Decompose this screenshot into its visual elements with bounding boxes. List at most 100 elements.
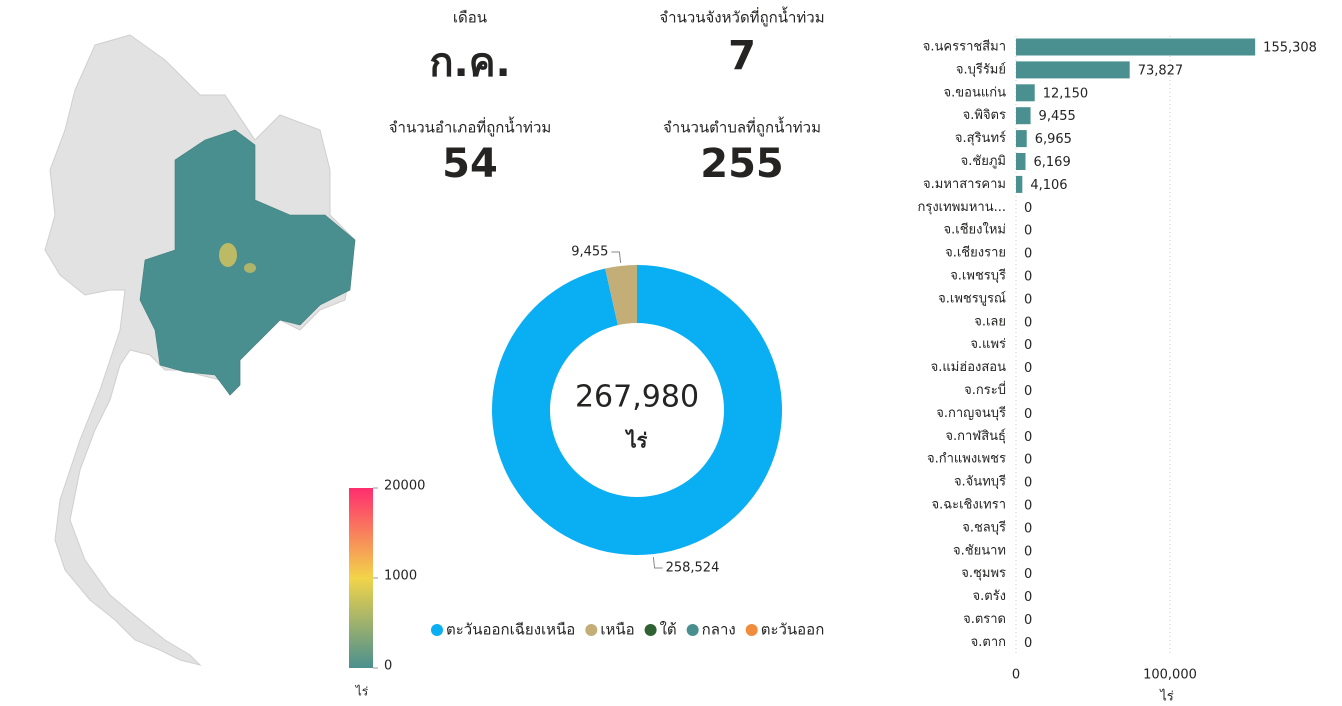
colorbar [349, 488, 373, 668]
y-tick-label: จ.ชุมพร [961, 566, 1006, 581]
data-label: 0 [1024, 361, 1032, 376]
legend-marker [745, 624, 758, 636]
y-tick-label: จ.กาญจนบุรี [936, 405, 1006, 421]
colorbar-tick-label: 1000 [384, 569, 417, 584]
x-tick-label: 100,000 [1143, 668, 1197, 683]
legend-label: กลาง [702, 621, 736, 639]
y-tick-label: จ.ชัยนาท [953, 543, 1006, 558]
bar [1016, 84, 1035, 102]
legend-marker [644, 624, 657, 636]
y-tick-label: จ.กาฬสินธุ์ [945, 428, 1006, 444]
data-label: 0 [1024, 201, 1032, 216]
colorbar-label: ไร่ [355, 685, 369, 699]
card-value: ก.ค. [429, 40, 510, 86]
y-tick-label: จ.เพชรบูรณ์ [938, 290, 1006, 306]
bar [1016, 130, 1027, 148]
card-label: เดือน [453, 9, 487, 27]
map [44, 34, 356, 666]
legend-label: ตะวันออก [761, 621, 825, 639]
bar [1016, 61, 1130, 79]
leader-line [652, 557, 663, 569]
data-label: 0 [1024, 270, 1032, 285]
y-tick-label: จ.ตาก [971, 635, 1006, 650]
card-value: 54 [442, 141, 498, 187]
data-label: 12,150 [1043, 86, 1089, 101]
data-label: 0 [1024, 430, 1032, 445]
data-label: 73,827 [1138, 63, 1184, 78]
data-label: 0 [1024, 453, 1032, 468]
data-label: 0 [1024, 247, 1032, 262]
data-label: 0 [1024, 636, 1032, 651]
x-axis-label: ไร่ [1159, 689, 1174, 705]
card-label: จำนวนตำบลที่ถูกน้ำท่วม [663, 117, 821, 137]
data-label: 0 [1024, 338, 1032, 353]
center-value: 267,980 [575, 380, 699, 415]
map-hotspot [219, 243, 237, 267]
y-tick-label: จ.ตรัง [972, 589, 1006, 604]
y-tick-label: จ.เชียงใหม่ [944, 222, 1006, 238]
card-value: 255 [700, 141, 784, 187]
y-tick-label: จ.ขอนแก่น [944, 85, 1007, 100]
colorbar-tick-label: 20000 [384, 479, 425, 494]
data-label: 0 [1024, 292, 1032, 307]
bar [1016, 175, 1023, 193]
card-value: 7 [728, 33, 756, 79]
data-label: 155,308 [1263, 41, 1317, 56]
y-tick-label: จ.เชียงราย [945, 245, 1006, 261]
y-tick-label: จ.นครราชสีมา [923, 39, 1006, 55]
data-label: 0 [1024, 224, 1032, 239]
data-label: 0 [1024, 407, 1032, 422]
y-tick-label: จ.พิจิตร [963, 108, 1006, 123]
colorbar-tick-label: 0 [384, 659, 392, 674]
legend-label: เหนือ [600, 621, 634, 639]
legend-marker [686, 624, 699, 636]
y-tick-label: จ.สุรินทร์ [955, 130, 1006, 146]
y-tick-label: จ.กำแพงเพชร [927, 452, 1006, 467]
y-tick-label: จ.จันทบุรี [954, 474, 1006, 490]
data-label: 0 [1024, 613, 1032, 628]
data-label: 0 [1024, 384, 1032, 399]
data-label: 0 [1024, 315, 1032, 330]
data-label: 4,106 [1030, 178, 1067, 193]
leader-line [611, 251, 622, 263]
bar [1016, 38, 1256, 56]
data-label: 0 [1024, 544, 1032, 559]
donut-slice [605, 265, 637, 326]
data-label: 0 [1024, 521, 1032, 536]
legend-marker [585, 624, 598, 636]
card-label: จำนวนอำเภอที่ถูกน้ำท่วม [389, 117, 552, 137]
data-label: 258,524 [666, 561, 720, 576]
legend-marker [431, 624, 443, 636]
y-tick-label: จ.ชัยภูมิ [961, 154, 1006, 169]
y-tick-label: จ.มหาสารคาม [923, 177, 1006, 192]
donut-slice [492, 265, 782, 555]
y-tick-label: จ.ชลบุรี [962, 519, 1006, 535]
map-flooded-region [139, 129, 356, 396]
data-label: 0 [1024, 499, 1032, 514]
legend-label: ใต้ [660, 621, 677, 639]
y-tick-label: จ.แม่ฮ่องสอน [931, 360, 1007, 375]
y-tick-label: จ.แพร่ [970, 337, 1006, 352]
data-label: 6,169 [1034, 155, 1071, 170]
bar [1016, 107, 1031, 125]
center-unit: ไร่ [625, 429, 648, 453]
legend-label: ตะวันออกเฉียงเหนือ [446, 621, 575, 639]
x-tick-label: 0 [1012, 668, 1020, 683]
y-tick-label: จ.เลย [974, 314, 1006, 329]
bar [1016, 153, 1026, 170]
y-tick-label: จ.กระบี่ [964, 381, 1006, 398]
y-tick-label: จ.ฉะเชิงเทรา [932, 498, 1007, 513]
data-label: 0 [1024, 567, 1032, 582]
map-hotspot [244, 263, 256, 273]
data-label: 0 [1024, 590, 1032, 605]
data-label: 6,965 [1035, 132, 1072, 147]
y-tick-label: จ.เพชรบุรี [950, 268, 1006, 284]
card-label: จำนวนจังหวัดที่ถูกน้ำท่วม [659, 7, 824, 27]
data-label: 9,455 [1039, 109, 1076, 124]
y-tick-label: จ.บุรีรัมย์ [956, 61, 1006, 77]
data-label: 9,455 [571, 244, 608, 259]
y-tick-label: จ.ตราด [963, 612, 1006, 627]
y-tick-label: กรุงเทพมหาน... [917, 200, 1006, 215]
data-label: 0 [1024, 476, 1032, 491]
